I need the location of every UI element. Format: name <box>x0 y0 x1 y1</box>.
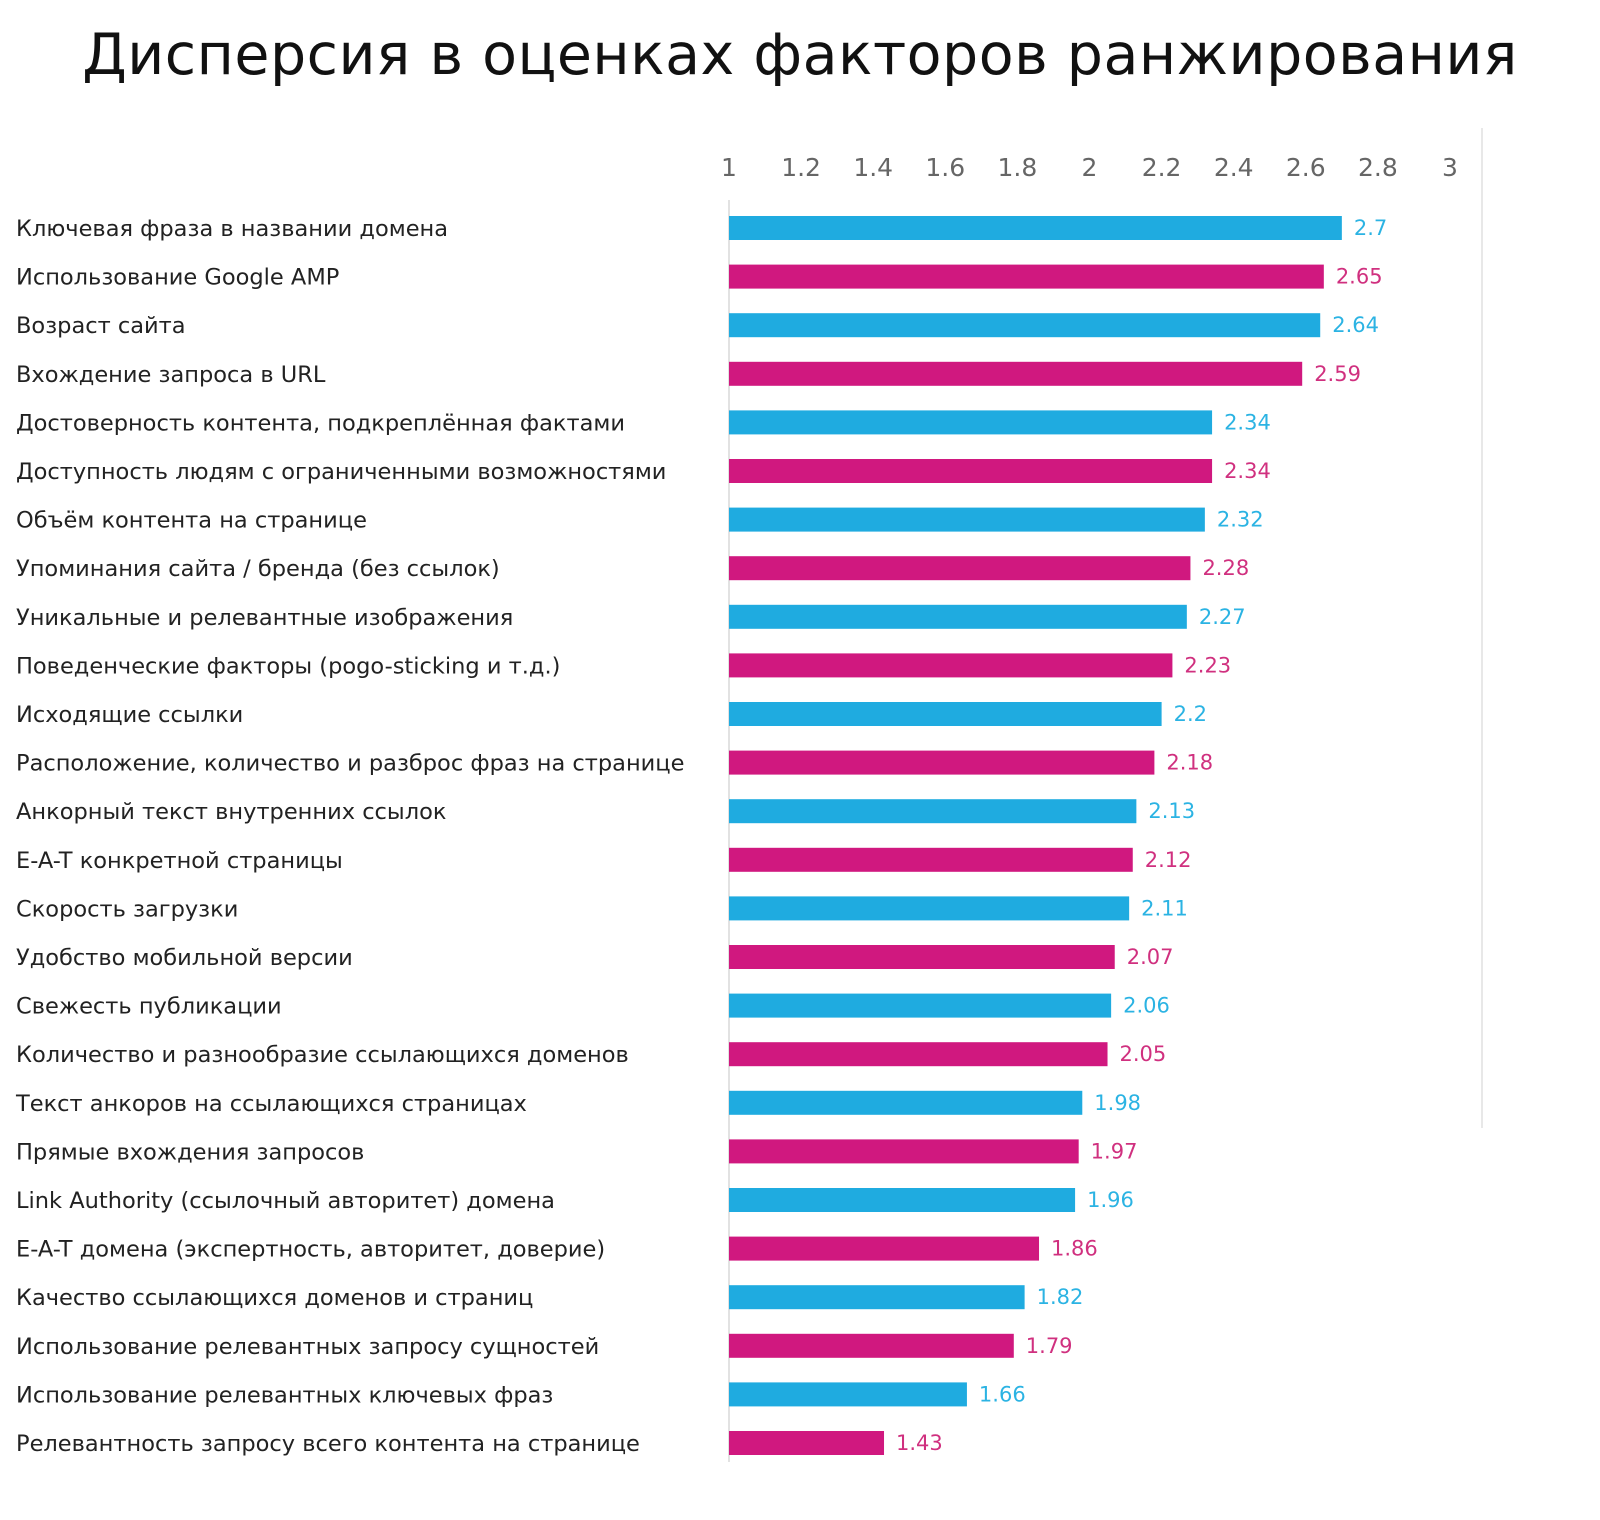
category-label: Количество и разнообразие ссылающихся до… <box>16 1042 629 1068</box>
x-tick-label: 3 <box>1442 153 1458 182</box>
bar-value-label: 2.23 <box>1184 653 1231 677</box>
bar <box>729 653 1173 678</box>
bar <box>729 1382 967 1407</box>
x-tick-label: 2.4 <box>1214 153 1254 182</box>
x-tick-label: 1.2 <box>781 153 821 182</box>
bar-value-label: 2.64 <box>1332 313 1379 337</box>
bar-value-label: 1.79 <box>1026 1334 1073 1358</box>
category-label: Достоверность контента, подкреплённая фа… <box>16 410 625 436</box>
bar-value-label: 2.34 <box>1224 459 1271 483</box>
category-label: Использование релевантных ключевых фраз <box>16 1382 553 1408</box>
x-tick-label: 1.6 <box>925 153 965 182</box>
category-label: Использование релевантных запросу сущнос… <box>16 1334 599 1360</box>
category-label: Скорость загрузки <box>16 896 238 922</box>
category-label: Анкорный текст внутренних ссылок <box>16 799 446 825</box>
bar <box>729 410 1213 435</box>
bar <box>729 459 1213 483</box>
category-label: E-A-T домена (экспертность, авторитет, д… <box>16 1237 605 1263</box>
category-label: Уникальные и релевантные изображения <box>16 605 513 631</box>
bar-value-label: 1.82 <box>1037 1285 1084 1309</box>
x-tick-label: 2.2 <box>1142 153 1182 182</box>
bar <box>729 216 1342 240</box>
category-label: Удобство мобильной версии <box>16 945 353 971</box>
bar-value-label: 2.59 <box>1314 362 1361 386</box>
x-axis: 1 1.2 1.4 1.6 1.8 2 2.2 2.4 2.6 2.8 3 <box>721 128 1483 1462</box>
bar <box>729 1090 1083 1115</box>
category-label: Link Authority (ссылочный авторитет) дом… <box>16 1188 555 1214</box>
x-tick-label: 2.8 <box>1358 153 1398 182</box>
bars: 2.7 2.65 2.64 2.59 2.34 2.34 2.32 2.28 2.27 2.23 2… <box>729 216 1387 1455</box>
bar <box>729 507 1205 532</box>
category-label: Доступность людям с ограниченными возмож… <box>16 459 666 485</box>
category-label: Релевантность запросу всего контента на … <box>16 1431 640 1457</box>
bar-value-label: 2.28 <box>1202 556 1249 580</box>
category-label: Использование Google AMP <box>16 265 339 291</box>
bar <box>729 1431 885 1455</box>
bar-value-label: 2.65 <box>1336 265 1383 289</box>
category-label: Качество ссылающихся доменов и страниц <box>16 1285 533 1311</box>
bar-value-label: 1.66 <box>979 1382 1026 1406</box>
category-label: Ключевая фраза в названии домена <box>16 216 448 242</box>
bar <box>729 993 1112 1018</box>
bar <box>729 799 1137 824</box>
bar-value-label: 2.32 <box>1217 508 1264 532</box>
bar <box>729 750 1155 775</box>
x-tick-label: 2 <box>1082 153 1098 182</box>
bar <box>729 313 1321 338</box>
x-tick-label: 1.4 <box>853 153 893 182</box>
bar-value-label: 2.7 <box>1354 216 1387 240</box>
bar <box>729 1333 1014 1358</box>
category-label: Возраст сайта <box>16 313 186 339</box>
bar <box>729 1285 1025 1310</box>
category-label: Прямые вхождения запросов <box>16 1139 364 1165</box>
bar-value-label: 1.86 <box>1051 1237 1098 1261</box>
bar <box>729 264 1324 289</box>
bar <box>729 1188 1076 1212</box>
x-tick-label: 2.6 <box>1286 153 1326 182</box>
chart-title: Дисперсия в оценках факторов ранжировани… <box>82 22 1518 88</box>
category-label: Текст анкоров на ссылающихся страницах <box>15 1091 527 1117</box>
bar-value-label: 1.98 <box>1094 1091 1141 1115</box>
bar-value-label: 1.43 <box>896 1431 943 1455</box>
category-labels: Ключевая фраза в названии домена Использо… <box>15 216 684 1457</box>
bar <box>729 896 1130 921</box>
bar-value-label: 2.11 <box>1141 896 1188 920</box>
x-tick-label: 1 <box>721 153 737 182</box>
bar-value-label: 2.18 <box>1166 751 1213 775</box>
bar <box>729 556 1191 581</box>
category-label: Расположение, количество и разброс фраз … <box>16 751 684 777</box>
bar <box>729 604 1187 629</box>
bar-value-label: 2.27 <box>1199 605 1246 629</box>
category-label: Исходящие ссылки <box>16 702 243 728</box>
bar <box>729 361 1303 386</box>
bar-value-label: 2.07 <box>1127 945 1174 969</box>
bar <box>729 1139 1079 1164</box>
category-label: Вхождение запроса в URL <box>16 362 326 388</box>
bar-value-label: 1.97 <box>1091 1139 1138 1163</box>
bar-value-label: 2.2 <box>1174 702 1207 726</box>
category-label: Объём контента на странице <box>16 508 367 534</box>
category-label: E-A-T конкретной страницы <box>16 848 343 874</box>
bar-value-label: 2.05 <box>1120 1042 1167 1066</box>
bar-value-label: 2.13 <box>1148 799 1195 823</box>
bar <box>729 945 1115 969</box>
bar-value-label: 2.06 <box>1123 994 1170 1018</box>
bar-value-label: 2.12 <box>1145 848 1192 872</box>
bar <box>729 1042 1108 1067</box>
bar <box>729 1236 1040 1261</box>
bar <box>729 702 1162 726</box>
bar <box>729 847 1133 872</box>
category-label: Упоминания сайта / бренда (без ссылок) <box>16 556 500 582</box>
bar-value-label: 1.96 <box>1087 1188 1134 1212</box>
bar-value-label: 2.34 <box>1224 410 1271 434</box>
category-label: Свежесть публикации <box>16 994 282 1020</box>
x-tick-label: 1.8 <box>998 153 1038 182</box>
category-label: Поведенческие факторы (pogo-sticking и т… <box>16 653 560 679</box>
